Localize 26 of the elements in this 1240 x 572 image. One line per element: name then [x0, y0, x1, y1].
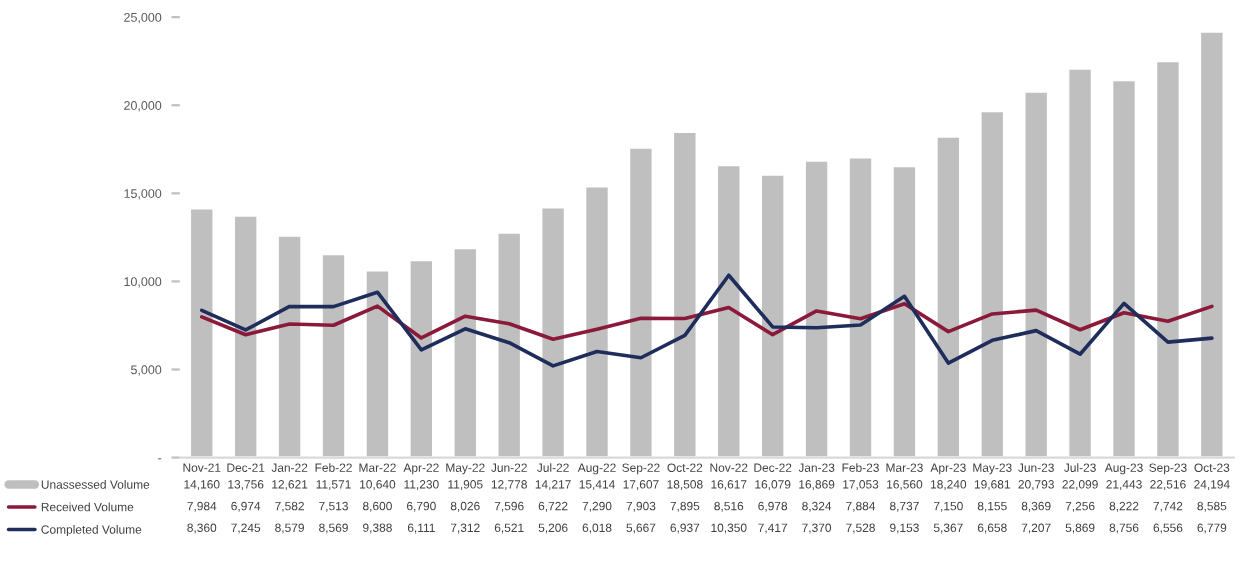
bar: [847, 155, 874, 458]
bar: [1110, 78, 1138, 458]
bar: [803, 159, 831, 458]
line-series: [199, 273, 1214, 368]
bar: [320, 252, 347, 458]
bar: [759, 172, 787, 458]
bar: [715, 163, 743, 458]
bar: [1022, 89, 1050, 458]
bar: [188, 206, 216, 458]
bar: [934, 134, 962, 458]
bar: [451, 246, 479, 458]
bar: [627, 146, 655, 458]
bar: [1154, 59, 1182, 458]
bar: [1198, 29, 1226, 458]
bar: [1066, 66, 1094, 458]
line-series: [199, 301, 1214, 341]
bar: [407, 258, 435, 458]
bar: [890, 164, 918, 458]
bar: [232, 213, 260, 458]
bar: [539, 205, 567, 458]
bar: [671, 130, 699, 458]
bar: [363, 268, 391, 458]
bar: [583, 184, 611, 458]
bar: [495, 231, 523, 458]
bar: [978, 109, 1006, 458]
bar: [276, 233, 304, 458]
